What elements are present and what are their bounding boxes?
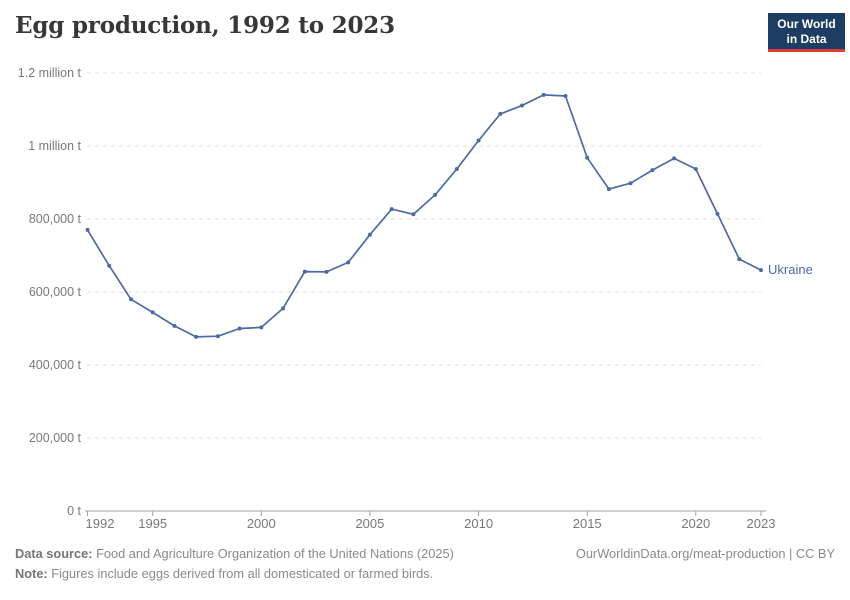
- data-point[interactable]: [498, 111, 503, 116]
- data-point[interactable]: [367, 232, 372, 237]
- data-point[interactable]: [715, 211, 720, 216]
- y-tick-label: 1 million t: [28, 139, 81, 153]
- series-end-label[interactable]: Ukraine: [768, 262, 813, 277]
- data-point[interactable]: [541, 92, 546, 97]
- x-tick-label: 2023: [747, 516, 776, 531]
- data-point[interactable]: [150, 310, 155, 315]
- data-point[interactable]: [346, 260, 351, 265]
- data-point[interactable]: [237, 326, 242, 331]
- data-point[interactable]: [411, 212, 416, 217]
- data-point[interactable]: [693, 167, 698, 171]
- data-point[interactable]: [172, 323, 177, 328]
- x-tick-label: 2000: [247, 516, 276, 531]
- data-point[interactable]: [585, 155, 590, 160]
- y-tick-label: 800,000 t: [29, 212, 82, 226]
- data-point[interactable]: [433, 192, 438, 197]
- owid-logo[interactable]: Our World in Data: [768, 13, 845, 52]
- note-label: Note:: [15, 566, 48, 582]
- data-point[interactable]: [454, 167, 459, 171]
- data-point[interactable]: [324, 269, 329, 274]
- x-tick-label: 1992: [86, 516, 115, 531]
- data-point[interactable]: [606, 187, 611, 192]
- y-tick-label: 600,000 t: [29, 285, 82, 299]
- data-point[interactable]: [302, 269, 307, 274]
- data-point[interactable]: [650, 168, 655, 173]
- page-title: Egg production, 1992 to 2023: [15, 12, 395, 39]
- y-tick-label: 0 t: [67, 504, 81, 518]
- data-point[interactable]: [628, 181, 633, 186]
- citation-link: OurWorldinData.org/meat-production | CC …: [575, 546, 835, 561]
- x-tick-label: 2010: [464, 516, 493, 531]
- data-point[interactable]: [85, 227, 90, 232]
- data-point[interactable]: [563, 94, 568, 98]
- owid-logo-line2: in Data: [786, 32, 827, 46]
- data-source-label: Data source:: [15, 546, 93, 561]
- x-tick-label: 2005: [355, 516, 384, 531]
- x-tick-label: 1995: [138, 516, 167, 531]
- data-point[interactable]: [737, 257, 742, 262]
- data-point[interactable]: [215, 334, 220, 339]
- chart-footer: Data source: Food and Agriculture Organi…: [15, 544, 835, 585]
- data-point[interactable]: [107, 263, 112, 268]
- data-source-line: Data source: Food and Agriculture Organi…: [15, 544, 454, 564]
- data-point[interactable]: [520, 103, 524, 108]
- note-line: Note: Figures include eggs derived from …: [15, 564, 835, 584]
- data-point[interactable]: [281, 306, 285, 311]
- y-tick-label: 200,000 t: [29, 431, 82, 445]
- data-point[interactable]: [759, 268, 763, 273]
- data-point[interactable]: [672, 156, 677, 161]
- data-source-text: Food and Agriculture Organization of the…: [92, 546, 454, 561]
- data-point[interactable]: [259, 325, 264, 330]
- series-line-ukraine[interactable]: [86, 94, 762, 338]
- y-tick-label: 400,000 t: [29, 358, 82, 372]
- data-point[interactable]: [476, 138, 481, 143]
- line-chart: 0 t 200,000 t 400,000 t 600,000 t 800,000 t 1…: [18, 66, 813, 531]
- y-tick-label: 1.2 million t: [18, 66, 82, 80]
- data-point[interactable]: [194, 334, 199, 339]
- x-tick-label: 2020: [681, 516, 710, 531]
- x-tick-label: 2015: [573, 516, 602, 531]
- note-text: Figures include eggs derived from all do…: [47, 566, 434, 582]
- data-point[interactable]: [389, 207, 394, 212]
- data-point[interactable]: [129, 297, 133, 302]
- owid-logo-line1: Our World: [777, 17, 836, 31]
